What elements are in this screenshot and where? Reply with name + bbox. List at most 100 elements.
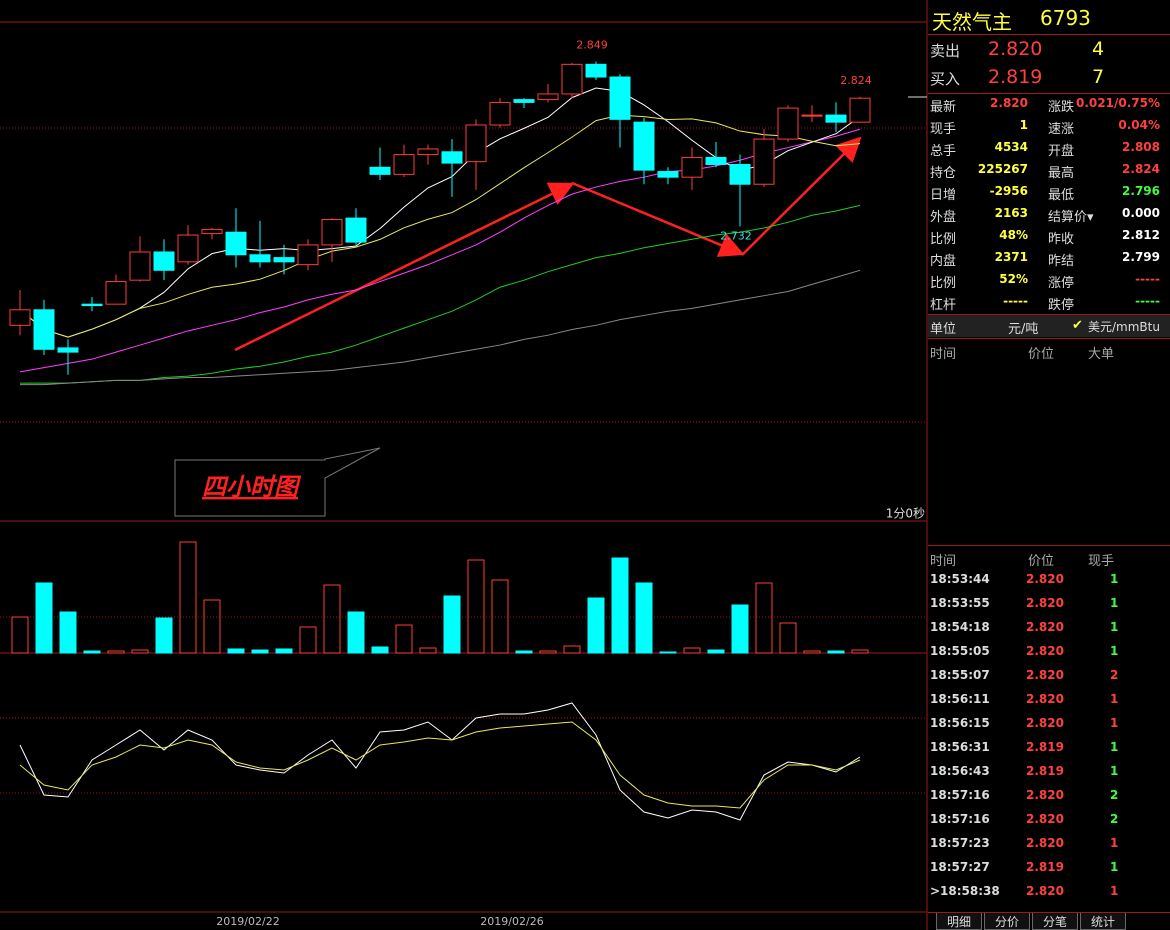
quote-value: 48% [999,228,1028,242]
tick-price: 2.820 [1026,788,1064,802]
divider [928,34,1170,35]
tab[interactable]: 分笔 [1032,913,1078,930]
tab[interactable]: 分价 [984,913,1030,930]
tick-vol: 1 [1110,572,1119,586]
tick-time: 18:54:18 [930,620,990,634]
volume-bar [515,650,533,654]
tick-price: 2.820 [1026,884,1064,898]
volume-bar [35,582,53,654]
quote-label: 内盘 [930,254,957,269]
volume-bar [443,595,461,654]
quote-value: 0.000 [1122,206,1160,220]
volume-bar [299,626,317,654]
tick-vol: 1 [1110,764,1119,778]
candle-body [681,156,703,178]
volume-bar [779,622,797,654]
quote-label: 现手 [930,122,957,137]
tick-time: 18:53:55 [930,596,990,610]
header: 时间 [930,554,957,569]
tick-vol: 1 [1110,596,1119,610]
volume-bar [347,611,365,654]
ma-line [19,114,861,338]
quote-label: 比例 [930,276,957,291]
tick-price: 2.820 [1026,620,1064,634]
volume-bar [851,649,869,654]
unit-check: ✔ [1072,318,1083,333]
quote-value: 0.04% [1118,118,1160,132]
tab[interactable]: 明细 [936,913,982,930]
tick-vol: 2 [1110,812,1119,826]
quote-value: 52% [999,272,1028,286]
quote-label: 速涨 [1048,122,1075,137]
tick-price: 2.820 [1026,812,1064,826]
tick-vol: 1 [1110,836,1119,850]
tick-time: 18:57:16 [930,812,990,826]
timer: 1分0秒 [886,507,925,521]
quote-label: 跌停 [1048,298,1075,313]
tab[interactable]: 统计 [1080,913,1126,930]
quote-value: 2.796 [1122,184,1160,198]
trend-arrows [234,136,862,352]
x-tick-label: 2019/02/22 [216,915,279,928]
quote-value: 2.820 [990,96,1028,110]
divider [928,912,1170,913]
quote-label: 总手 [930,144,957,159]
quote-value: 2163 [994,206,1028,220]
volume-bar [323,584,341,654]
quote-label: 比例 [930,232,957,247]
quote-label: 最高 [1048,166,1075,181]
tick-time: >18:58:38 [930,884,1000,898]
side-panel: 天然气主 6793 卖出 2.820 4 买入 2.819 7 最新 2.820 涨跌 0.021/0… [928,0,1170,930]
candle-body [561,63,583,95]
oscillator-line [19,702,861,821]
candle-body [57,347,79,353]
volume-bar [59,611,77,654]
candle-body [345,217,367,243]
volume-bar [155,617,173,654]
order-qty: 7 [1092,66,1105,88]
header: 时间 [930,347,957,362]
volume-bar [251,649,269,654]
candle-body [513,99,535,103]
tick-price: 2.819 [1026,860,1064,874]
volume-bar [203,599,221,654]
candle-body [177,234,199,263]
volume-bar [827,650,845,654]
divider [928,545,1170,546]
quote-label: 开盘 [1048,144,1075,159]
tick-time: 18:55:05 [930,644,990,658]
quote-label: 涨停 [1048,276,1075,291]
label-box [174,447,381,517]
volume-bar [179,541,197,654]
volume-bar [491,579,509,654]
candle-body [105,281,127,305]
quote-value: ----- [1003,294,1028,308]
volume-bar [275,648,293,654]
tick-price: 2.820 [1026,644,1064,658]
code: 6793 [1040,6,1091,30]
chart: 四小时图 1分0秒 2019/02/22 2019/02/26 2.849 2.824… [0,0,928,930]
divider [928,338,1170,339]
candle-body [225,231,247,256]
candle-body [81,303,103,307]
volume-bar [419,647,437,654]
order-price: 2.819 [988,66,1043,88]
volume-bar [467,559,485,654]
candle-body [321,219,343,246]
tick-price: 2.820 [1026,668,1064,682]
candle-body [657,171,679,178]
volume-bar [659,651,677,654]
unit-b: 美元/mmBtu [1088,320,1160,334]
annotation: 2.824 [840,74,872,87]
candle-body [705,156,727,165]
quote-label: 持仓 [930,166,957,181]
header: 大单 [1088,347,1115,362]
order-qty: 4 [1092,38,1105,60]
header: 现手 [1088,554,1115,569]
tick-vol: 1 [1110,692,1119,706]
tick-time: 18:56:43 [930,764,990,778]
candle-body [633,121,655,171]
volume-bar [539,650,557,654]
volume-bar [107,650,125,654]
